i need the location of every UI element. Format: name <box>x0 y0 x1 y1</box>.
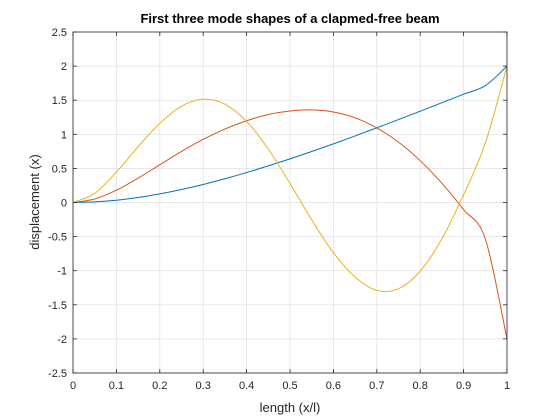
x-tick-label: 0.8 <box>413 380 428 392</box>
x-tick-label: 0.5 <box>282 380 297 392</box>
y-tick-label: 0 <box>61 198 67 210</box>
series-line-2 <box>72 109 508 340</box>
y-tick-label: -1.5 <box>48 300 67 312</box>
y-tick-label: -1 <box>57 266 67 278</box>
y-tick-label: 2.5 <box>52 27 67 39</box>
y-axis-label: displacement (x) <box>27 154 42 249</box>
x-tick-label: 0.7 <box>369 380 384 392</box>
y-tick-label: 1.5 <box>52 95 67 107</box>
x-tick-label: 0.9 <box>456 380 471 392</box>
y-tick-label: 0.5 <box>52 163 67 175</box>
series-line-1 <box>72 65 508 203</box>
series-line-3 <box>72 65 508 293</box>
y-tick-label: -0.5 <box>48 232 67 244</box>
series-layer <box>72 65 508 340</box>
chart-title: First three mode shapes of a clapmed-fre… <box>140 11 439 26</box>
y-tick-label: 1 <box>61 129 67 141</box>
x-tick-label: 0.6 <box>326 380 341 392</box>
y-tick-label: 2 <box>61 61 67 73</box>
x-tick-label: 0.2 <box>152 380 167 392</box>
y-tick-label: -2.5 <box>48 368 67 380</box>
x-tick-label: 0 <box>70 380 76 392</box>
x-axis-label: length (x/l) <box>260 400 321 415</box>
x-tick-label: 0.3 <box>196 380 211 392</box>
y-tick-label: -2 <box>57 334 67 346</box>
x-tick-label: 0.1 <box>109 380 124 392</box>
x-tick-label: 0.4 <box>239 380 254 392</box>
ticks: 0 0.1 0.2 0.3 0.4 0.5 0.6 0.7 0.8 0.9 1 -2.5 -2 -1.5 -… <box>48 27 510 392</box>
x-tick-label: 1 <box>504 380 510 392</box>
